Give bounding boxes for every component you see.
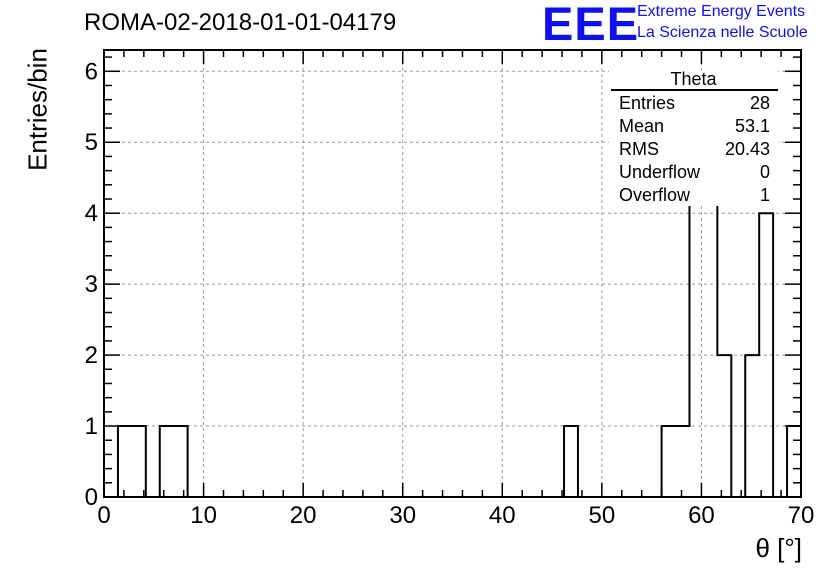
x-axis-title: θ [°] xyxy=(755,533,802,563)
x-tick-label: 20 xyxy=(290,502,317,529)
histogram-bin xyxy=(676,426,690,497)
x-tick-label: 70 xyxy=(788,502,815,529)
stats-value: 1 xyxy=(759,185,770,205)
stats-value: 53.1 xyxy=(734,116,770,136)
y-tick-label: 1 xyxy=(85,413,98,440)
stats-row-entries: Entries 28 xyxy=(619,93,770,115)
plot-frame xyxy=(103,49,802,498)
histogram-bin xyxy=(118,426,132,497)
histogram-bin xyxy=(174,426,188,497)
histogram-bin xyxy=(662,426,676,497)
x-tick-label: 60 xyxy=(688,502,715,529)
stats-row-rms: RMS 20.43 xyxy=(619,139,770,161)
histogram-bin xyxy=(564,426,578,497)
logo-line-2: La Scienza nelle Scuole xyxy=(637,24,808,41)
stats-row-underflow: Underflow 0 xyxy=(619,162,770,184)
histogram-bin xyxy=(132,426,146,497)
x-tick-label: 10 xyxy=(190,502,217,529)
histogram-bin xyxy=(759,213,773,497)
histogram-bin xyxy=(787,426,801,497)
run-title: ROMA-02-2018-01-01-04179 xyxy=(84,9,397,36)
stats-key: Underflow xyxy=(619,162,701,182)
stats-key: Entries xyxy=(619,93,676,113)
y-axis-title: Entries/bin xyxy=(22,48,53,171)
histogram-bin xyxy=(717,355,731,497)
stats-row-mean: Mean 53.1 xyxy=(619,116,770,138)
stats-separator xyxy=(611,89,778,91)
y-tick-label: 4 xyxy=(85,200,98,227)
stats-key: Overflow xyxy=(619,185,691,205)
x-tick-label: 30 xyxy=(389,502,416,529)
x-tick-label: 40 xyxy=(489,502,516,529)
stats-row-overflow: Overflow 1 xyxy=(619,185,770,207)
eee-logo: EEE xyxy=(542,0,640,50)
stats-key: Mean xyxy=(619,116,665,136)
logo-line-1: Extreme Energy Events xyxy=(637,3,806,20)
stats-key: RMS xyxy=(619,139,659,159)
x-tick-label: 0 xyxy=(97,502,110,529)
y-tick-label: 0 xyxy=(85,484,98,511)
stats-box: Theta Entries 28 Mean 53.1 RMS 20.43 Und… xyxy=(609,69,778,207)
stats-title: Theta xyxy=(670,69,717,89)
y-tick-label: 2 xyxy=(85,342,98,369)
y-tick-label: 5 xyxy=(85,129,98,156)
y-tick-label: 3 xyxy=(85,271,98,298)
histogram-bin xyxy=(160,426,174,497)
stats-value: 28 xyxy=(749,93,770,113)
stats-value: 0 xyxy=(759,162,770,182)
stats-value: 20.43 xyxy=(724,139,770,159)
histogram-bin xyxy=(745,355,759,497)
y-tick-label: 6 xyxy=(85,58,98,85)
x-tick-label: 50 xyxy=(589,502,616,529)
